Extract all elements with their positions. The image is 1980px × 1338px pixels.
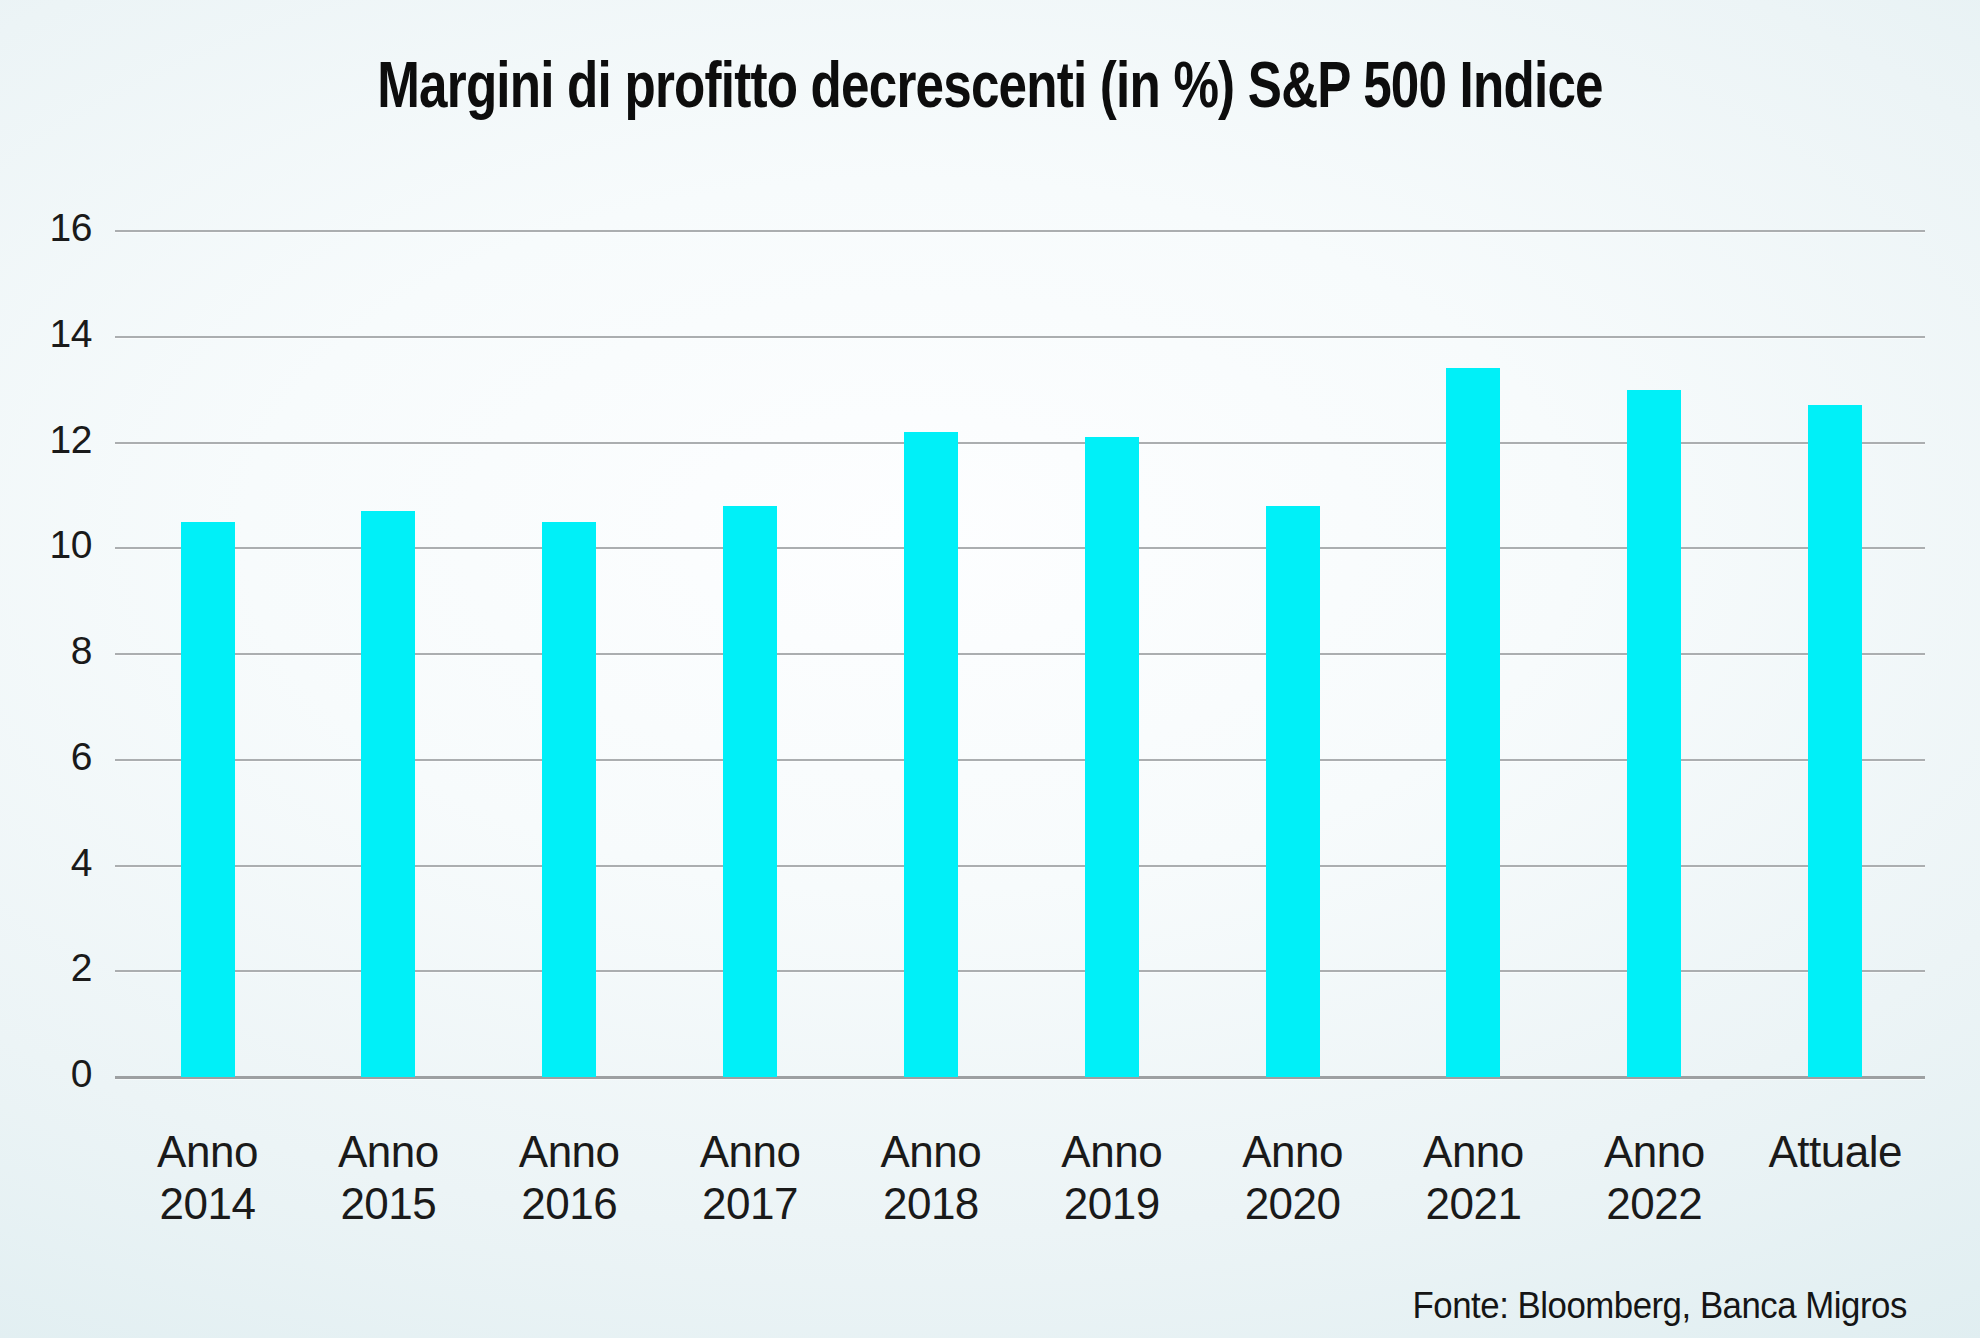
x-tick-label: Anno2021 (1378, 1126, 1568, 1230)
x-tick-label-line: Anno (113, 1126, 303, 1178)
y-tick-label: 0 (0, 1050, 92, 1098)
y-tick-label: 2 (0, 944, 92, 992)
bar (1085, 437, 1139, 1077)
x-tick-label-line: 2021 (1378, 1178, 1568, 1230)
x-tick-label-line: Anno (474, 1126, 664, 1178)
bar (1808, 405, 1862, 1077)
bar (361, 511, 415, 1077)
x-tick-label-line: Attuale (1740, 1126, 1930, 1178)
x-tick-label-line: Anno (293, 1126, 483, 1178)
x-tick-label-line: 2017 (655, 1178, 845, 1230)
x-tick-label-line: 2018 (836, 1178, 1026, 1230)
x-tick-label: Anno2014 (113, 1126, 303, 1230)
x-tick-label-line: Anno (1017, 1126, 1207, 1178)
y-tick-label: 6 (0, 733, 92, 781)
y-tick-label: 14 (0, 310, 92, 358)
x-tick-label: Anno2020 (1198, 1126, 1388, 1230)
x-tick-label: Anno2016 (474, 1126, 664, 1230)
x-tick-label-line: 2014 (113, 1178, 303, 1230)
x-tick-label: Anno2019 (1017, 1126, 1207, 1230)
plot-area: 0246810121416Anno2014Anno2015Anno2016Ann… (0, 0, 1980, 1338)
x-tick-label-line: Anno (1378, 1126, 1568, 1178)
x-tick-label-line: 2015 (293, 1178, 483, 1230)
x-tick-label-line: Anno (655, 1126, 845, 1178)
x-tick-label-line: 2020 (1198, 1178, 1388, 1230)
bar (1446, 368, 1500, 1077)
x-tick-label: Anno2015 (293, 1126, 483, 1230)
x-tick-label-line: Anno (1559, 1126, 1749, 1178)
bar (1266, 506, 1320, 1077)
y-tick-label: 10 (0, 521, 92, 569)
x-tick-label-line: 2022 (1559, 1178, 1749, 1230)
x-tick-label-line: Anno (1198, 1126, 1388, 1178)
y-tick-label: 12 (0, 416, 92, 464)
x-tick-label-line: Anno (836, 1126, 1026, 1178)
bar (181, 522, 235, 1077)
bar (904, 432, 958, 1077)
source-credit: Fonte: Bloomberg, Banca Migros (1413, 1283, 1907, 1329)
y-tick-label: 4 (0, 839, 92, 887)
x-tick-label: Attuale (1740, 1126, 1930, 1178)
x-tick-label: Anno2022 (1559, 1126, 1749, 1230)
chart-background: Margini di profitto decrescenti (in %) S… (0, 0, 1980, 1338)
gridline (115, 336, 1925, 338)
x-tick-label: Anno2017 (655, 1126, 845, 1230)
x-tick-label-line: 2019 (1017, 1178, 1207, 1230)
x-tick-label: Anno2018 (836, 1126, 1026, 1230)
bar (542, 522, 596, 1077)
y-tick-label: 8 (0, 627, 92, 675)
bar (1627, 390, 1681, 1077)
bar (723, 506, 777, 1077)
gridline (115, 230, 1925, 232)
x-tick-label-line: 2016 (474, 1178, 664, 1230)
y-tick-label: 16 (0, 204, 92, 252)
